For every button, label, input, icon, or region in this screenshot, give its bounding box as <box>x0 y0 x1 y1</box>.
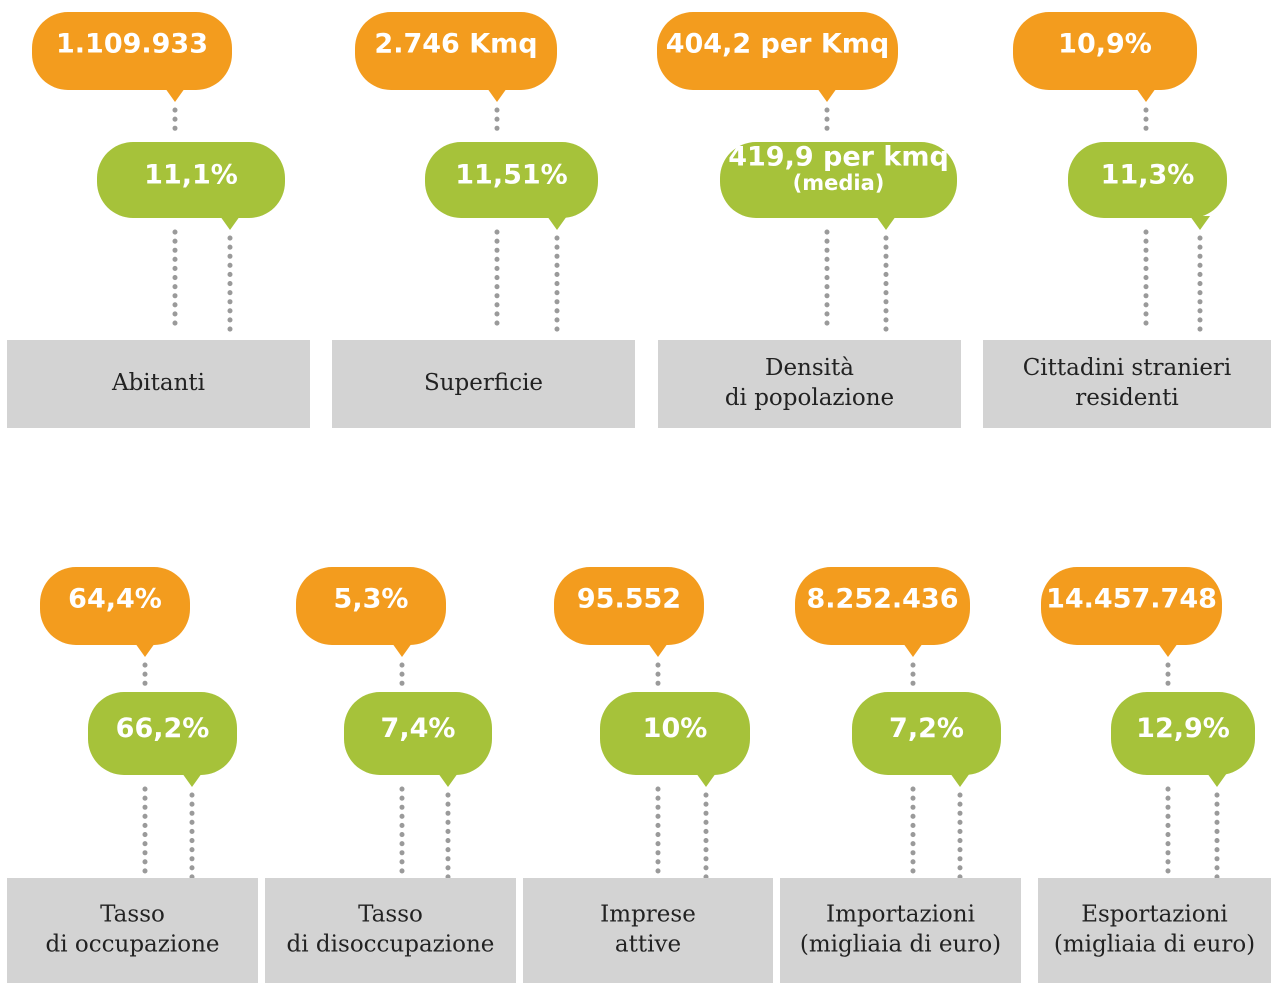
value-bubble <box>657 12 898 90</box>
comparison-bubble <box>600 692 750 775</box>
comparison-bubble-pointer <box>876 216 896 230</box>
comparison: 10% <box>643 713 708 744</box>
value-bubble <box>32 12 232 90</box>
comparison-bubble-pointer <box>182 773 202 787</box>
comparison: 419,9 per kmq <box>728 142 949 173</box>
value: 95.552 <box>577 584 681 615</box>
label: attive <box>615 932 681 958</box>
label: Superficie <box>424 370 543 396</box>
value-bubble-pointer <box>135 643 155 657</box>
label: Esportazioni <box>1081 902 1228 928</box>
comparison-bubble <box>97 142 285 218</box>
value: 5,3% <box>334 584 409 615</box>
value: 64,4% <box>68 584 162 615</box>
comparison-bubble <box>720 142 957 218</box>
comparison-bubble <box>425 142 598 218</box>
label: Importazioni <box>826 902 975 928</box>
value-bubble-pointer <box>817 88 837 102</box>
label-box <box>658 340 961 428</box>
label: Tasso <box>100 902 165 928</box>
label-box <box>780 878 1021 983</box>
comparison-bubble <box>852 692 1001 775</box>
comparison-bubble <box>1111 692 1255 775</box>
value-bubble <box>296 567 446 645</box>
label-box <box>7 340 310 428</box>
comparison-bubble <box>1068 142 1227 218</box>
label: Cittadini stranieri <box>1023 355 1232 381</box>
comparison: 7,2% <box>889 713 964 744</box>
label-box <box>265 878 516 983</box>
comparison-bubble-pointer <box>696 773 716 787</box>
comparison: 7,4% <box>381 713 456 744</box>
comparison-bubble-pointer <box>220 216 240 230</box>
comparison-bubble-pointer <box>950 773 970 787</box>
value-bubble-pointer <box>1158 643 1178 657</box>
comparison-bubble-pointer <box>1190 216 1210 230</box>
value-bubble-pointer <box>648 643 668 657</box>
label: Abitanti <box>111 370 205 396</box>
label-box <box>523 878 773 983</box>
label: di disoccupazione <box>287 932 495 958</box>
value-bubble-pointer <box>487 88 507 102</box>
value-bubble <box>1041 567 1222 645</box>
value: 8.252.436 <box>806 584 958 615</box>
value-bubble <box>355 12 557 90</box>
comparison-note: (media) <box>793 171 885 195</box>
value-bubble-pointer <box>1136 88 1156 102</box>
label: di popolazione <box>725 385 894 411</box>
comparison-bubble-pointer <box>438 773 458 787</box>
value-bubble <box>40 567 190 645</box>
label: di occupazione <box>46 932 220 958</box>
comparison: 11,3% <box>1101 160 1195 191</box>
comparison: 12,9% <box>1136 713 1230 744</box>
value: 2.746 Kmq <box>374 29 537 60</box>
comparison: 66,2% <box>116 713 210 744</box>
label: Tasso <box>358 902 423 928</box>
comparison: 11,1% <box>144 160 238 191</box>
label-box <box>7 878 258 983</box>
comparison-bubble-pointer <box>547 216 567 230</box>
value-bubble-pointer <box>903 643 923 657</box>
value: 14.457.748 <box>1046 584 1217 615</box>
value: 404,2 per Kmq <box>666 29 890 60</box>
value: 1.109.933 <box>56 29 208 60</box>
comparison-bubble <box>344 692 492 775</box>
label-box <box>1038 878 1271 983</box>
value-bubble-pointer <box>165 88 185 102</box>
comparison-bubble <box>88 692 237 775</box>
comparison: 11,51% <box>455 160 567 191</box>
value-bubble-pointer <box>392 643 412 657</box>
value-bubble <box>795 567 970 645</box>
label-box <box>983 340 1271 428</box>
value-bubble <box>1013 12 1197 90</box>
label: Densità <box>765 355 854 381</box>
value: 10,9% <box>1058 29 1152 60</box>
label: Imprese <box>600 902 696 928</box>
value-bubble <box>554 567 704 645</box>
label: residenti <box>1075 385 1179 411</box>
label: (migliaia di euro) <box>800 932 1001 958</box>
comparison-bubble-pointer <box>1207 773 1227 787</box>
label-box <box>332 340 635 428</box>
label: (migliaia di euro) <box>1054 932 1255 958</box>
